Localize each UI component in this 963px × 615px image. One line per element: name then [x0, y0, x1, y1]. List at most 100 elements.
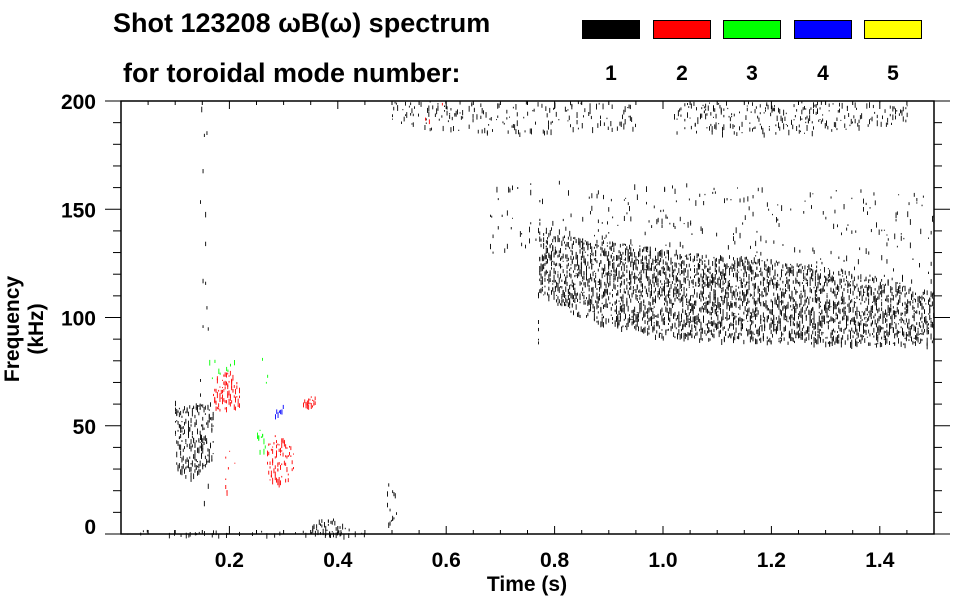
spectrum-pixel [212, 425, 214, 427]
spectrum-pixel [757, 298, 759, 300]
spectrum-pixel [652, 261, 654, 265]
spectrum-pixel [606, 288, 608, 295]
spectrum-pixel [210, 417, 211, 420]
spectrum-pixel [861, 113, 863, 119]
spectrum-pixel [562, 236, 564, 241]
spectrum-pixel [621, 261, 623, 263]
spectrum-pixel [603, 291, 604, 298]
spectrum-pixel [756, 251, 758, 254]
spectrum-pixel [599, 262, 600, 267]
spectrum-pixel [736, 336, 738, 339]
spectrum-pixel [437, 105, 439, 111]
spectrum-pixel [761, 326, 763, 330]
spectrum-pixel [578, 311, 580, 318]
spectrum-pixel [210, 402, 211, 407]
spectrum-pixel [577, 292, 578, 296]
spectrum-pixel [202, 416, 204, 421]
spectrum-pixel [748, 265, 750, 270]
spectrum-pixel [879, 342, 881, 348]
spectrum-pixel [686, 323, 688, 325]
spectrum-pixel [648, 220, 650, 223]
spectrum-pixel [717, 311, 719, 313]
spectrum-pixel [748, 268, 750, 271]
spectrum-pixel [782, 333, 784, 336]
spectrum-pixel [733, 338, 734, 341]
spectrum-pixel [755, 338, 756, 345]
spectrum-pixel [920, 296, 922, 299]
spectrum-pixel [684, 336, 686, 339]
spectrum-pixel [579, 249, 581, 253]
spectrum-pixel [726, 317, 728, 321]
spectrum-pixel [697, 279, 699, 284]
spectrum-pixel [917, 303, 919, 308]
spectrum-pixel [389, 521, 391, 526]
spectrum-pixel [552, 283, 554, 285]
spectrum-pixel [201, 404, 202, 407]
spectrum-pixel [827, 268, 829, 270]
spectrum-pixel [616, 305, 617, 310]
spectrum-pixel [642, 255, 643, 260]
spectrum-pixel [644, 312, 646, 317]
spectrum-pixel [601, 316, 603, 322]
spectrum-pixel [800, 300, 802, 305]
spectrum-pixel [625, 248, 627, 254]
spectrum-pixel [646, 186, 647, 192]
spectrum-pixel [680, 107, 682, 111]
spectrum-pixel [538, 320, 539, 324]
spectrum-pixel [642, 295, 643, 298]
spectrum-pixel [325, 529, 327, 536]
spectrum-pixel [699, 193, 701, 197]
spectrum-pixel [869, 286, 871, 288]
spectrum-pixel [890, 307, 892, 311]
spectrum-pixel [657, 255, 659, 261]
spectrum-pixel [285, 478, 287, 483]
spectrum-pixel [566, 299, 568, 304]
spectrum-pixel [746, 289, 747, 292]
spectrum-pixel [760, 294, 762, 296]
spectrum-pixel [726, 101, 727, 105]
spectrum-pixel [666, 329, 668, 331]
spectrum-pixel [922, 195, 924, 198]
spectrum-pixel [755, 255, 757, 257]
spectrum-pixel [612, 317, 613, 321]
spectrum-pixel [759, 293, 760, 298]
spectrum-pixel [766, 269, 768, 276]
spectrum-pixel [564, 302, 565, 307]
spectrum-pixel [734, 291, 736, 293]
spectrum-pixel [700, 113, 701, 118]
spectrum-pixel [490, 243, 491, 250]
spectrum-pixel [662, 259, 664, 265]
spectrum-pixel [817, 108, 818, 114]
spectrum-pixel [286, 447, 288, 449]
spectrum-pixel [759, 288, 760, 291]
spectrum-pixel [801, 118, 803, 120]
spectrum-pixel [751, 277, 753, 280]
spectrum-pixel [817, 334, 819, 336]
spectrum-pixel [739, 279, 741, 281]
spectrum-pixel [648, 254, 650, 257]
spectrum-pixel [277, 481, 279, 486]
spectrum-pixel [691, 320, 693, 323]
spectrum-pixel [855, 328, 857, 332]
spectrum-pixel [733, 324, 734, 330]
spectrum-pixel [872, 311, 873, 313]
spectrum-pixel [775, 260, 777, 263]
spectrum-pixel [642, 257, 643, 262]
spectrum-pixel [833, 276, 834, 282]
spectrum-pixel [726, 264, 728, 269]
spectrum-pixel [599, 293, 600, 297]
spectrum-pixel [757, 274, 759, 277]
spectrum-pixel [669, 319, 671, 322]
spectrum-pixel [202, 325, 204, 328]
spectrum-pixel [931, 294, 933, 296]
spectrum-pixel [267, 450, 268, 457]
spectrum-pixel [837, 291, 838, 295]
spectrum-pixel [490, 117, 492, 121]
spectrum-pixel [617, 322, 619, 327]
spectrum-pixel [696, 253, 698, 259]
spectrum-pixel [586, 241, 587, 246]
spectrum-pixel [639, 307, 641, 314]
spectrum-pixel [610, 273, 612, 276]
spectrum-pixel [756, 300, 758, 305]
spectrum-pixel [734, 332, 736, 337]
